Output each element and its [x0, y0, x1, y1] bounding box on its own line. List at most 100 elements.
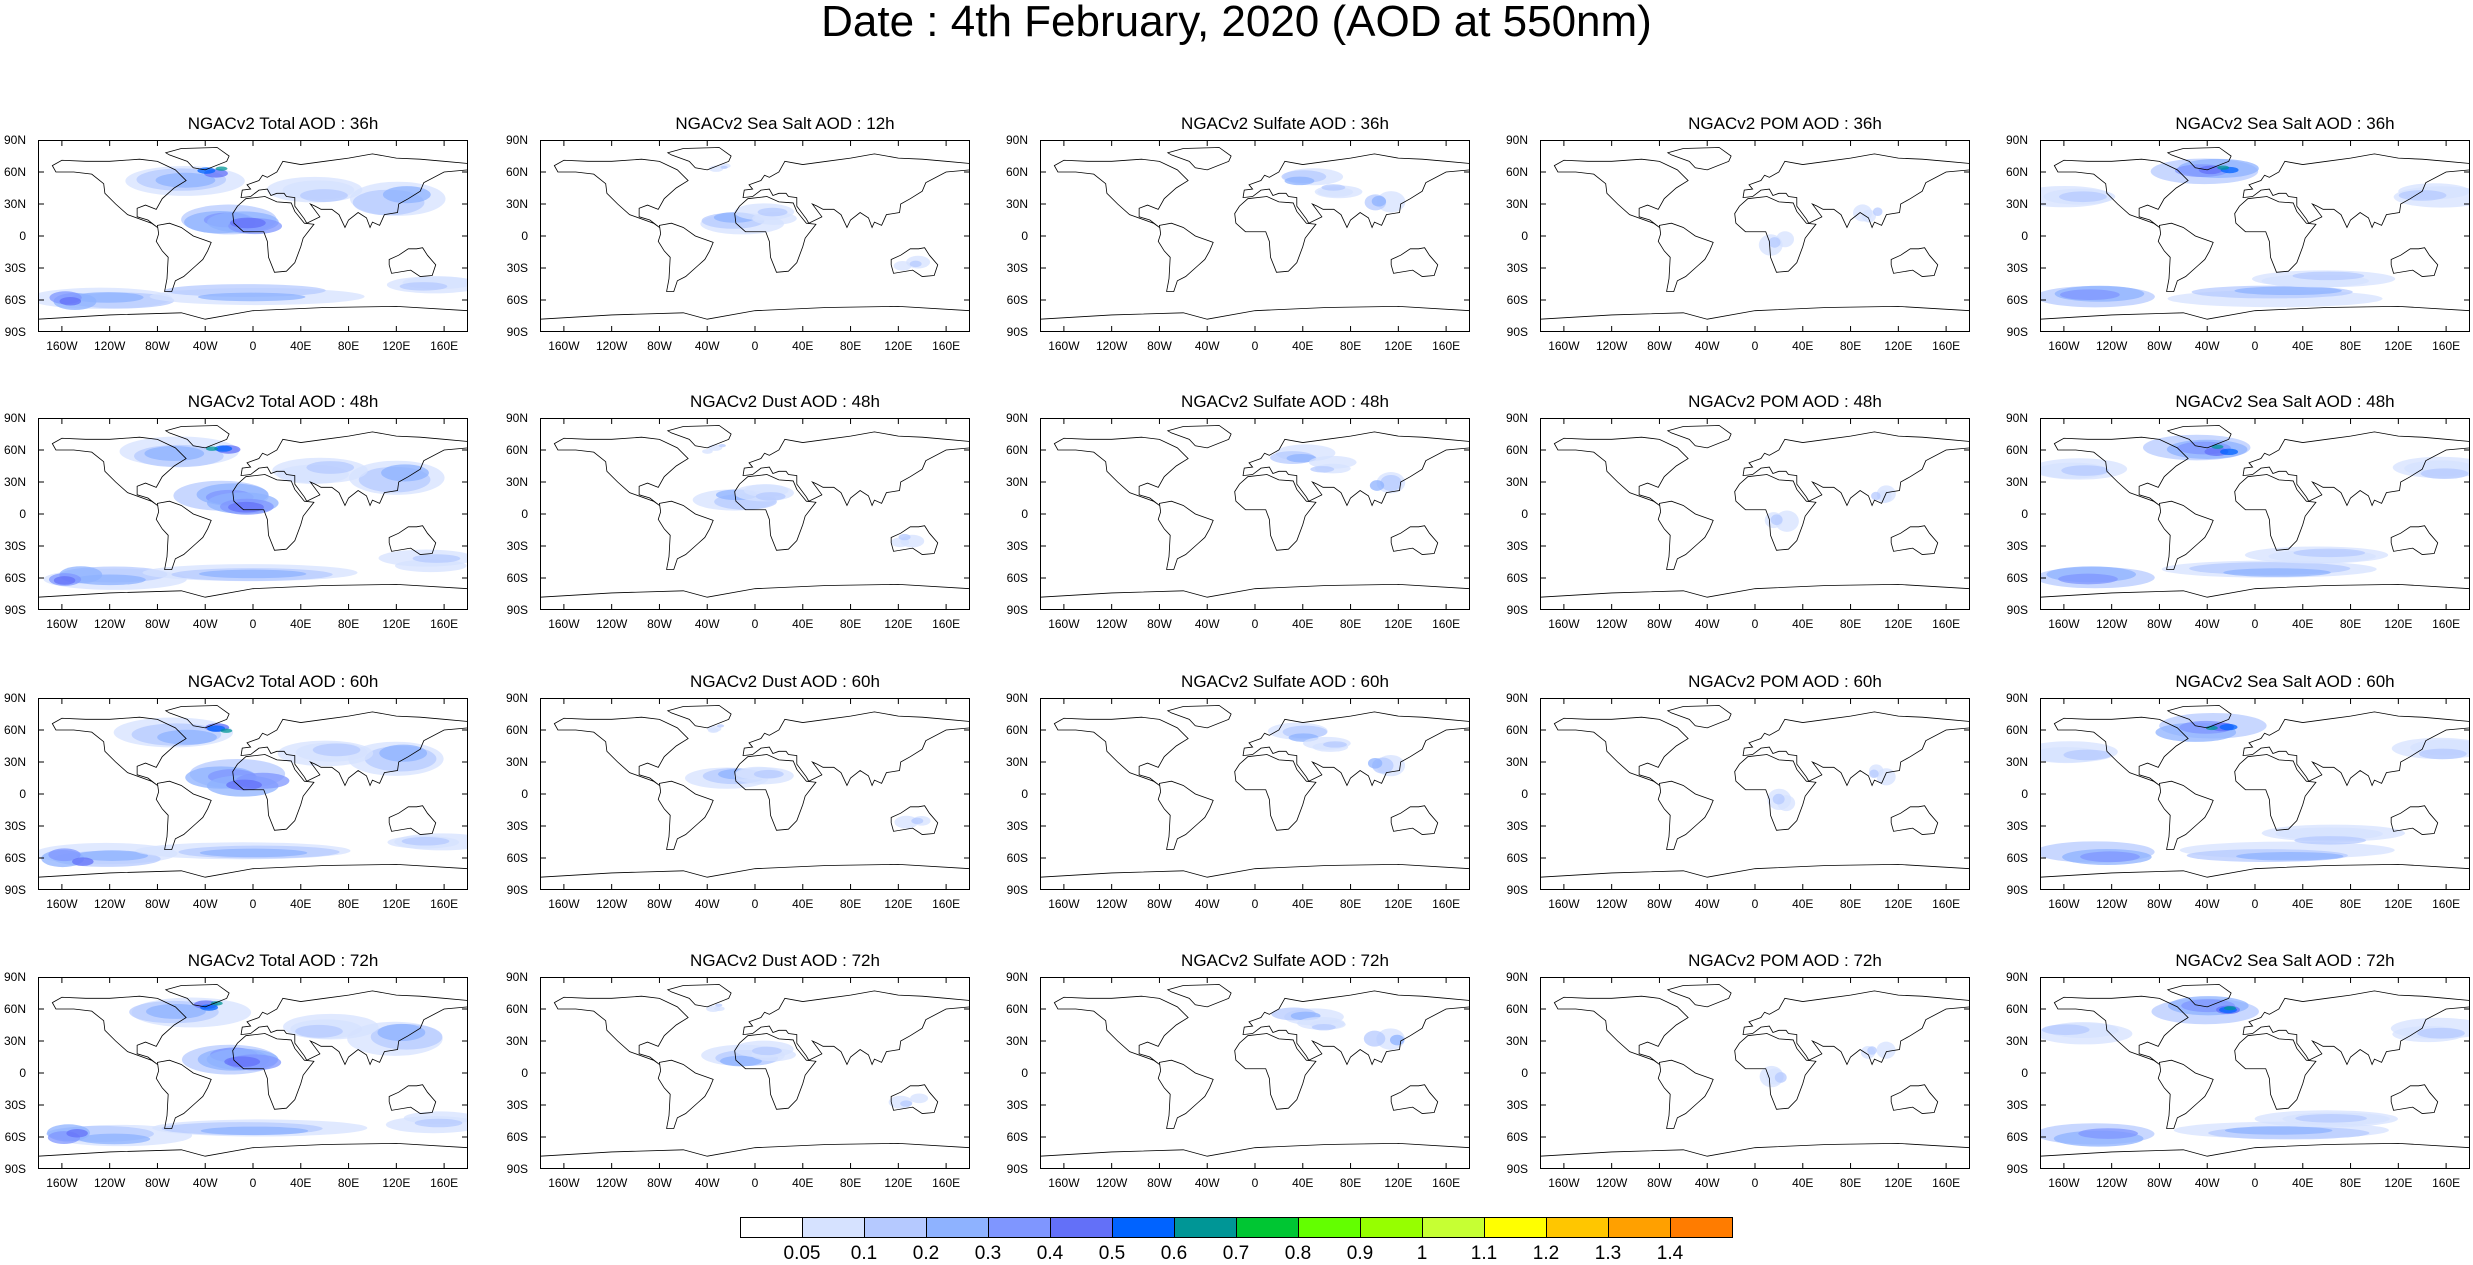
- coastline: [1242, 711, 1470, 787]
- aerosol-field: [200, 1126, 309, 1136]
- map-plot: [38, 140, 468, 332]
- aerosol-field: [2224, 1126, 2333, 1135]
- lat-tick-label: 60S: [2006, 293, 2028, 307]
- lat-tick-label: 30N: [2005, 197, 2028, 211]
- lat-tick-label: 30S: [1506, 261, 1528, 275]
- lon-tick-label: 160W: [1548, 617, 1580, 631]
- coastline: [742, 711, 970, 787]
- coastline: [2053, 158, 2189, 228]
- lon-tick-label: 160W: [1048, 617, 1080, 631]
- map-background: [1540, 698, 1970, 890]
- coastline: [1166, 425, 1232, 449]
- lon-tick-label: 40W: [2194, 897, 2220, 911]
- lat-tick-label: 30N: [3, 475, 26, 489]
- aerosol-field: [911, 817, 924, 825]
- coastline: [38, 305, 468, 332]
- lon-tick-label: 120E: [2384, 617, 2413, 631]
- coastline: [232, 1033, 315, 1110]
- coastline: [657, 1059, 714, 1129]
- lon-tick-label: 160E: [932, 617, 961, 631]
- lat-tick-label: 60N: [3, 723, 26, 737]
- lon-tick-label: 40E: [1792, 1176, 1814, 1190]
- lat-tick-label: 90S: [1506, 603, 1528, 617]
- coastline: [1540, 305, 1970, 332]
- coastline: [1666, 425, 1732, 449]
- map-plot: [1540, 418, 1970, 610]
- coastline: [1053, 158, 1189, 228]
- lon-tick-label: 80E: [337, 339, 360, 353]
- lon-tick-label: 160W: [2048, 897, 2080, 911]
- lat-tick-label: 0: [521, 787, 528, 801]
- map-background: [1040, 977, 1470, 1169]
- coastline: [2242, 711, 2470, 787]
- coastline: [553, 995, 689, 1065]
- coastline: [2053, 995, 2189, 1065]
- lon-tick-label: 120W: [595, 339, 628, 353]
- colorbar-box: [1608, 1217, 1671, 1238]
- lon-tick-label: 120E: [382, 897, 411, 911]
- colorbar-tick-label: 0.05: [783, 1243, 821, 1264]
- map-background: [1040, 140, 1470, 332]
- panel-title: NGACv2 POM AOD : 72h: [1688, 951, 1882, 970]
- lat-tick-label: 30S: [506, 539, 528, 553]
- lon-tick-label: 160W: [46, 897, 78, 911]
- aerosol-field: [412, 554, 461, 563]
- panel-title: NGACv2 Sulfate AOD : 72h: [1181, 951, 1389, 970]
- lat-tick-label: 60S: [4, 851, 26, 865]
- lon-tick-label: 80E: [1339, 897, 1362, 911]
- lat-tick-label: 30S: [2006, 261, 2028, 275]
- lat-tick-label: 30N: [505, 755, 528, 769]
- coastline: [240, 431, 468, 507]
- lon-tick-label: 120E: [2384, 339, 2413, 353]
- coastline: [1742, 990, 1970, 1066]
- lon-tick-label: 40W: [192, 1176, 218, 1190]
- lon-tick-label: 0: [249, 617, 257, 631]
- lon-tick-label: 80W: [145, 339, 170, 353]
- aerosol-field: [2275, 827, 2383, 841]
- colorbar-box: [864, 1217, 927, 1238]
- lon-tick-label: 120W: [1595, 617, 1628, 631]
- lon-tick-label: 40W: [1194, 897, 1220, 911]
- colorbar-tick-label: 1.2: [1532, 1243, 1560, 1264]
- aerosol-field: [300, 189, 348, 202]
- lon-tick-label: 80E: [839, 1176, 862, 1190]
- lat-tick-label: 90S: [1006, 1162, 1028, 1176]
- lat-tick-label: 90S: [4, 325, 26, 339]
- lat-tick-label: 90S: [4, 883, 26, 897]
- lon-tick-label: 40W: [1694, 897, 1720, 911]
- coastline: [1666, 705, 1732, 729]
- coastline: [657, 780, 714, 850]
- lon-tick-label: 0: [1751, 617, 1759, 631]
- lon-tick-label: 40W: [2194, 339, 2220, 353]
- aerosol-field: [48, 848, 81, 862]
- aerosol-field: [708, 165, 724, 172]
- coastline: [2390, 525, 2439, 555]
- lon-tick-label: 120E: [1384, 897, 1413, 911]
- lon-tick-label: 40E: [792, 897, 814, 911]
- aerosol-field: [1869, 769, 1879, 779]
- lat-tick-label: 0: [1521, 507, 1528, 521]
- lat-tick-label: 30S: [506, 819, 528, 833]
- coastline: [742, 990, 970, 1066]
- aerosol-field: [295, 1024, 343, 1038]
- lat-tick-label: 60N: [1505, 1002, 1528, 1016]
- lat-tick-label: 30N: [1005, 1034, 1028, 1048]
- lat-tick-label: 0: [1021, 787, 1028, 801]
- lat-tick-label: 60N: [505, 1002, 528, 1016]
- coastline: [1742, 153, 1970, 229]
- lon-tick-label: 160W: [548, 617, 580, 631]
- lon-tick-label: 40W: [694, 339, 720, 353]
- lat-tick-label: 30N: [2005, 755, 2028, 769]
- aerosol-field: [215, 166, 228, 171]
- aerosol-field: [306, 461, 355, 474]
- panel-title: NGACv2 Sulfate AOD : 36h: [1181, 114, 1389, 133]
- lon-tick-label: 120W: [1095, 617, 1128, 631]
- coastline: [1540, 583, 1970, 610]
- lat-tick-label: 60N: [1005, 165, 1028, 179]
- lat-tick-label: 30N: [3, 755, 26, 769]
- map-plot: [540, 977, 970, 1169]
- coastline: [164, 425, 230, 449]
- lat-tick-label: 60S: [1006, 1130, 1028, 1144]
- lat-tick-label: 30N: [1005, 475, 1028, 489]
- aerosol-field: [312, 743, 361, 757]
